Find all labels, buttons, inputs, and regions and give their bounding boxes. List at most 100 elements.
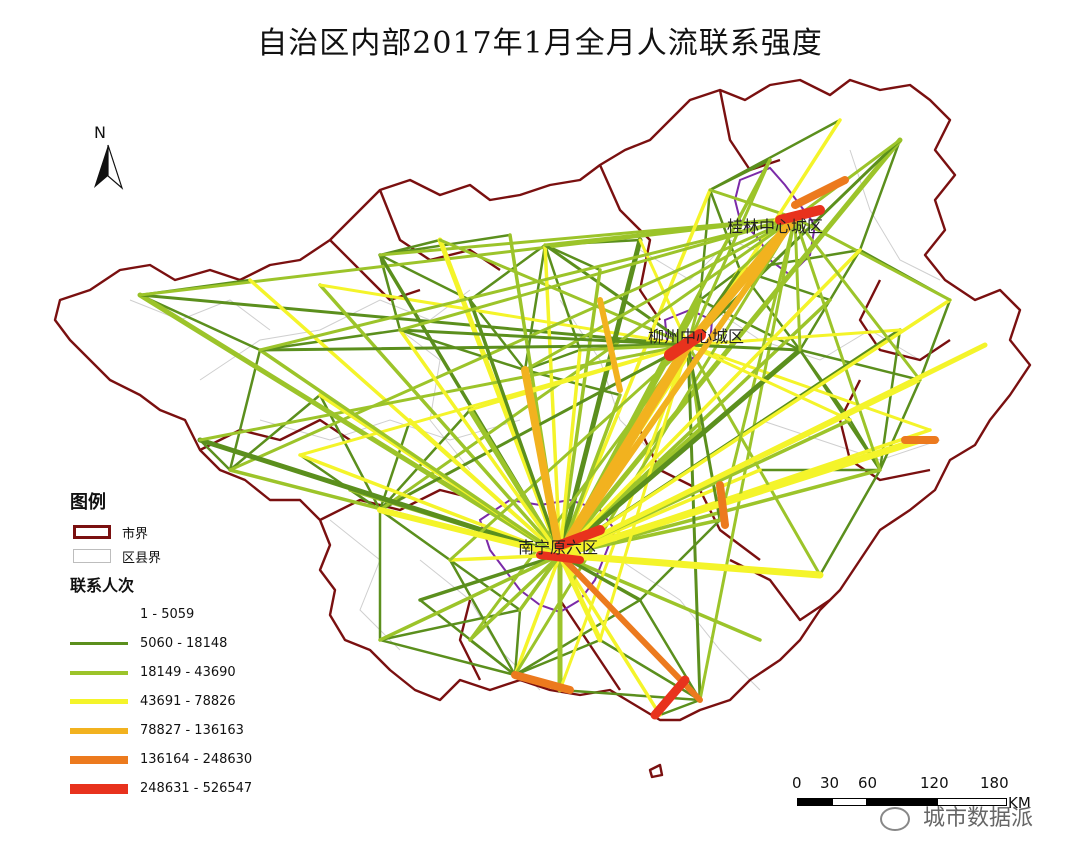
flow-line [378, 508, 452, 562]
flow-line [513, 553, 562, 677]
flow-line [438, 238, 690, 347]
wechat-icon [880, 807, 910, 831]
legend-class-label: 5060 - 18148 [140, 636, 228, 651]
city-boundary-swatch [70, 522, 114, 542]
watermark-text: 城市数据派 [923, 806, 1034, 831]
legend-class-6: 248631 - 526547 [70, 774, 290, 803]
legend-class-label: 248631 - 526547 [140, 781, 253, 796]
flow-line [138, 293, 262, 352]
flow-line [918, 298, 952, 382]
legend-title: 图例 [70, 492, 106, 513]
flow-line [658, 698, 702, 717]
flow-line [513, 608, 522, 677]
flow-line [686, 328, 902, 347]
flow-line [686, 343, 702, 702]
flow-line [558, 553, 762, 642]
flow-line [138, 293, 690, 347]
flow-line [557, 342, 988, 558]
scale-tick-0: 0 [792, 774, 802, 792]
flow-line [467, 407, 563, 558]
legend-class-2: 18149 - 43690 [70, 658, 290, 687]
flow-line [793, 216, 922, 382]
legend: 图例 市界 区县界 联系人次 1 - 5059 5060 - 18148 18149… [70, 488, 290, 803]
flow-line [298, 453, 562, 557]
flow-line [378, 418, 412, 512]
flow-line [511, 671, 574, 694]
north-label: N [94, 123, 106, 142]
flow-line [558, 688, 702, 702]
legend-class-swatch [70, 614, 128, 615]
legend-class-1: 5060 - 18148 [70, 629, 290, 658]
flow-line [377, 507, 563, 558]
scale-tick-180: 180 [980, 774, 1009, 792]
legend-class-label: 18149 - 43690 [140, 665, 236, 680]
flow-line [468, 298, 562, 557]
flow-line [398, 328, 527, 372]
city-label-nanning: 南宁原六区 [518, 538, 598, 557]
flow-line [557, 552, 703, 703]
legend-class-swatch [70, 642, 128, 645]
flow-line [543, 243, 582, 352]
scale-tick-60: 60 [858, 774, 878, 792]
flow-line [716, 481, 729, 529]
flow-line [258, 348, 562, 557]
flow-lines [137, 118, 988, 720]
flow-line [793, 216, 952, 302]
flow-line [686, 343, 932, 432]
scale-bar: 0 30 60 120 180 KM [790, 774, 1031, 812]
flow-line [556, 436, 924, 559]
county-boundary-swatch [70, 546, 114, 566]
legend-class-swatch [70, 783, 128, 794]
flow-line [513, 216, 797, 677]
city-label-guilin: 桂林中心城区 [727, 217, 823, 236]
flow-line [468, 343, 690, 642]
legend-class-label: 1 - 5059 [140, 607, 195, 622]
legend-class-swatch [70, 727, 128, 734]
flow-line [558, 298, 952, 557]
flow-line [398, 328, 562, 557]
flow-line [198, 438, 232, 472]
flow-line [228, 216, 797, 472]
legend-class-swatch [70, 755, 128, 764]
flow-line [543, 216, 797, 247]
legend-classes: 1 - 5059 5060 - 18148 18149 - 43690 43691 -… [70, 600, 290, 803]
flow-line [698, 216, 797, 702]
legend-city-boundary-label: 市界 [122, 526, 149, 542]
flow-line [597, 297, 623, 393]
flow-line [378, 553, 562, 642]
flow-line [798, 348, 852, 422]
flow-line [556, 551, 824, 579]
flow-line [638, 598, 702, 702]
scale-tick-120: 120 [920, 774, 949, 792]
flow-line [557, 347, 803, 558]
flow-line [448, 343, 690, 562]
flow-line [848, 418, 882, 472]
flow-line [258, 343, 690, 352]
flow-line [137, 292, 563, 558]
watermark: 城市数据派 [880, 800, 1033, 832]
flow-line [557, 552, 603, 643]
legend-flow-title: 联系人次 [70, 576, 135, 595]
flow-line [258, 328, 402, 352]
flow-line [543, 243, 602, 272]
scale-unit: KM [1008, 794, 1031, 812]
scale-bar-graphic [790, 798, 1030, 808]
legend-class-label: 43691 - 78826 [140, 694, 236, 709]
flow-line [378, 253, 472, 302]
flow-line [878, 378, 922, 472]
flow-line [398, 328, 690, 347]
flow-line [523, 216, 797, 372]
map-title: 自治区内部2017年1月全月人流联系强度 [257, 26, 823, 61]
flow-line [398, 216, 797, 332]
flow-line [468, 243, 547, 302]
flow-line [775, 205, 825, 225]
legend-city-boundary: 市界 [70, 520, 290, 544]
flow-line [686, 138, 902, 347]
flow-line [858, 138, 902, 252]
flow-line [798, 348, 922, 382]
legend-class-0: 1 - 5059 [70, 600, 290, 629]
flow-line [513, 598, 642, 677]
flow-line [793, 216, 882, 472]
flow-line [543, 243, 690, 347]
